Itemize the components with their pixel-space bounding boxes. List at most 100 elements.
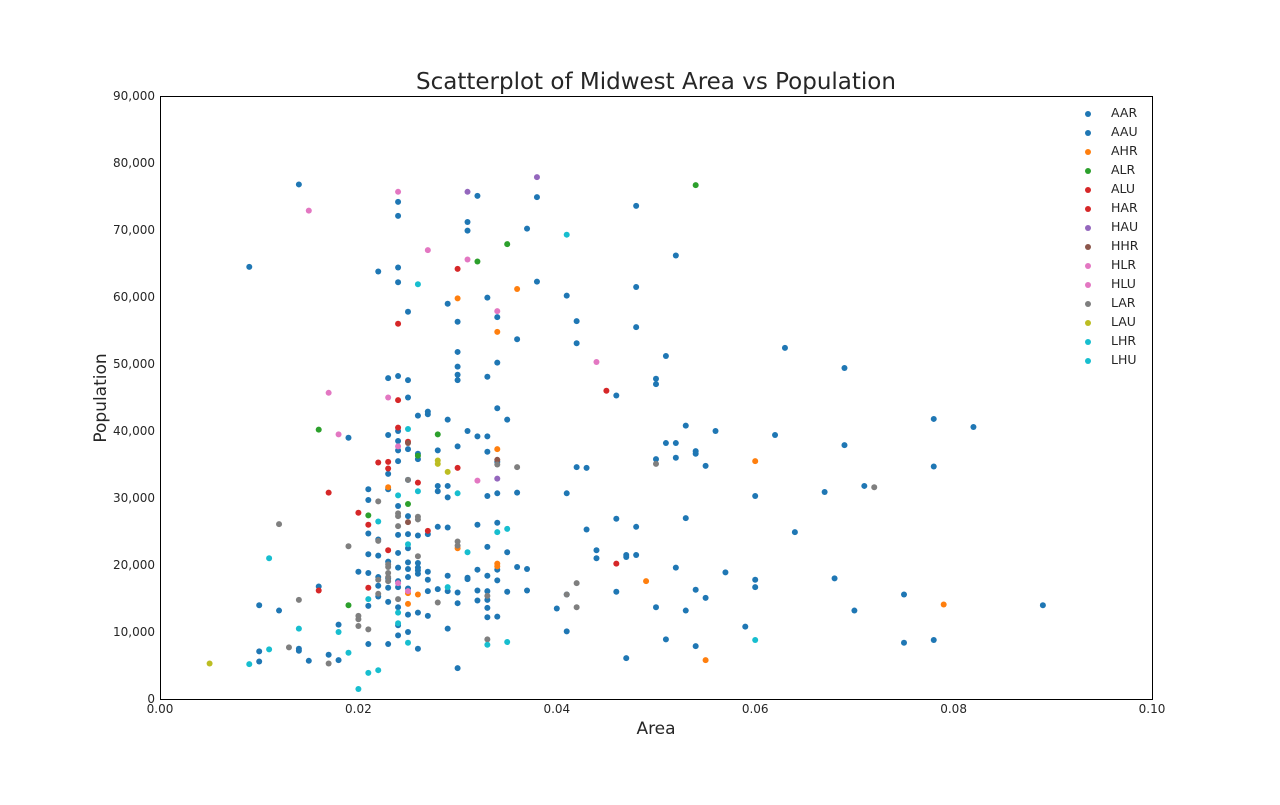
data-point-lhr xyxy=(494,529,501,536)
data-point-aar xyxy=(524,587,531,594)
data-point-aar xyxy=(454,377,461,384)
data-point-aar xyxy=(405,611,411,618)
data-point-ahr xyxy=(405,600,411,607)
data-point-ahr xyxy=(385,484,392,491)
data-point-aar xyxy=(395,279,402,286)
data-point-lhr xyxy=(345,649,352,656)
data-point-hlr xyxy=(395,443,402,450)
data-point-aar xyxy=(484,373,491,380)
data-points xyxy=(206,174,1046,692)
data-point-aar xyxy=(970,423,977,430)
data-point-lhr xyxy=(375,518,382,525)
data-point-aar xyxy=(504,588,511,595)
data-point-aar xyxy=(395,373,402,380)
data-point-aar xyxy=(405,559,411,566)
data-point-lar xyxy=(395,513,402,520)
data-point-lar xyxy=(355,616,362,623)
data-point-aar xyxy=(752,584,759,591)
legend-marker-har xyxy=(1085,206,1091,212)
chart-title: Scatterplot of Midwest Area vs Populatio… xyxy=(416,69,896,95)
data-point-alu xyxy=(395,424,402,431)
data-point-alr xyxy=(504,241,511,248)
data-point-lhr xyxy=(454,490,461,497)
data-point-alr xyxy=(405,501,411,508)
data-point-lar xyxy=(414,516,421,523)
data-point-aar xyxy=(444,524,451,531)
x-tick-label: 0.08 xyxy=(940,702,967,716)
data-point-lar xyxy=(375,537,382,544)
data-point-aar xyxy=(385,432,392,439)
data-point-aar xyxy=(514,489,521,496)
data-point-aar xyxy=(514,564,521,571)
data-point-lhr xyxy=(395,609,402,616)
data-point-aar xyxy=(682,515,689,522)
data-point-aar xyxy=(484,604,491,611)
data-point-aar xyxy=(494,359,501,366)
data-point-aar xyxy=(504,549,511,556)
data-point-hlr xyxy=(325,389,332,396)
data-point-lhr xyxy=(365,596,372,603)
data-point-aar xyxy=(514,336,521,343)
data-point-aar xyxy=(484,433,491,440)
data-point-aar xyxy=(474,587,481,594)
y-axis-ticks: 0 10,000 20,000 30,000 40,000 50,000 60,000 70,… xyxy=(113,89,155,706)
data-point-aar xyxy=(464,227,471,234)
data-point-aar xyxy=(623,655,630,662)
data-point-aar xyxy=(573,318,580,325)
data-point-alu xyxy=(315,587,322,594)
data-point-aar xyxy=(533,194,540,201)
data-point-aar xyxy=(434,523,441,530)
data-point-lau xyxy=(434,457,441,464)
data-point-aar xyxy=(1039,602,1046,609)
data-point-lar xyxy=(434,599,441,606)
data-point-aar xyxy=(653,381,659,388)
legend-label-lau: LAU xyxy=(1111,314,1136,329)
legend-marker-lhr xyxy=(1085,339,1091,345)
data-point-aar xyxy=(533,278,540,285)
data-point-aar xyxy=(355,568,362,575)
data-point-aar xyxy=(454,363,461,370)
data-point-aar xyxy=(901,591,907,598)
data-point-ahr xyxy=(940,601,947,608)
legend-marker-alr xyxy=(1085,168,1091,174)
data-point-aar xyxy=(474,433,481,440)
data-point-lhr xyxy=(335,629,342,635)
data-point-aar xyxy=(444,625,451,632)
data-point-aar xyxy=(563,292,570,299)
data-point-aar xyxy=(335,657,342,664)
data-point-aar xyxy=(405,308,411,315)
data-point-lar xyxy=(563,591,570,598)
legend-marker-hlr xyxy=(1085,263,1091,269)
data-point-aar xyxy=(861,482,868,489)
x-tick-label: 0.10 xyxy=(1139,702,1166,716)
data-point-lhr xyxy=(752,637,759,644)
legend-marker-ahr xyxy=(1085,149,1091,155)
data-point-aar xyxy=(395,438,402,445)
data-point-aar xyxy=(742,623,749,630)
data-point-aar xyxy=(474,521,481,528)
data-point-lar xyxy=(414,553,421,560)
data-point-aar xyxy=(692,643,699,650)
data-point-aar xyxy=(405,513,411,520)
data-point-lar xyxy=(514,464,521,471)
data-point-hlr xyxy=(335,431,342,438)
data-point-aar xyxy=(583,526,590,533)
data-point-aar xyxy=(593,547,600,554)
y-axis-label: Population xyxy=(91,353,111,442)
y-tick-label: 50,000 xyxy=(113,357,155,371)
data-point-hhr xyxy=(405,440,411,447)
data-point-aar xyxy=(464,218,471,225)
data-point-aar xyxy=(395,212,402,219)
data-point-aar xyxy=(454,665,461,672)
legend-label-lhu: LHU xyxy=(1111,352,1137,367)
data-point-hlr xyxy=(395,188,402,195)
data-point-lar xyxy=(375,590,382,597)
legend-marker-aau xyxy=(1085,130,1091,136)
data-point-lar xyxy=(405,476,411,483)
data-point-aar xyxy=(692,586,699,593)
data-point-hlr xyxy=(424,247,431,254)
y-tick-label: 40,000 xyxy=(113,424,155,438)
data-point-alr xyxy=(692,182,699,189)
legend-marker-hau xyxy=(1085,225,1091,231)
data-point-hau xyxy=(533,174,540,181)
